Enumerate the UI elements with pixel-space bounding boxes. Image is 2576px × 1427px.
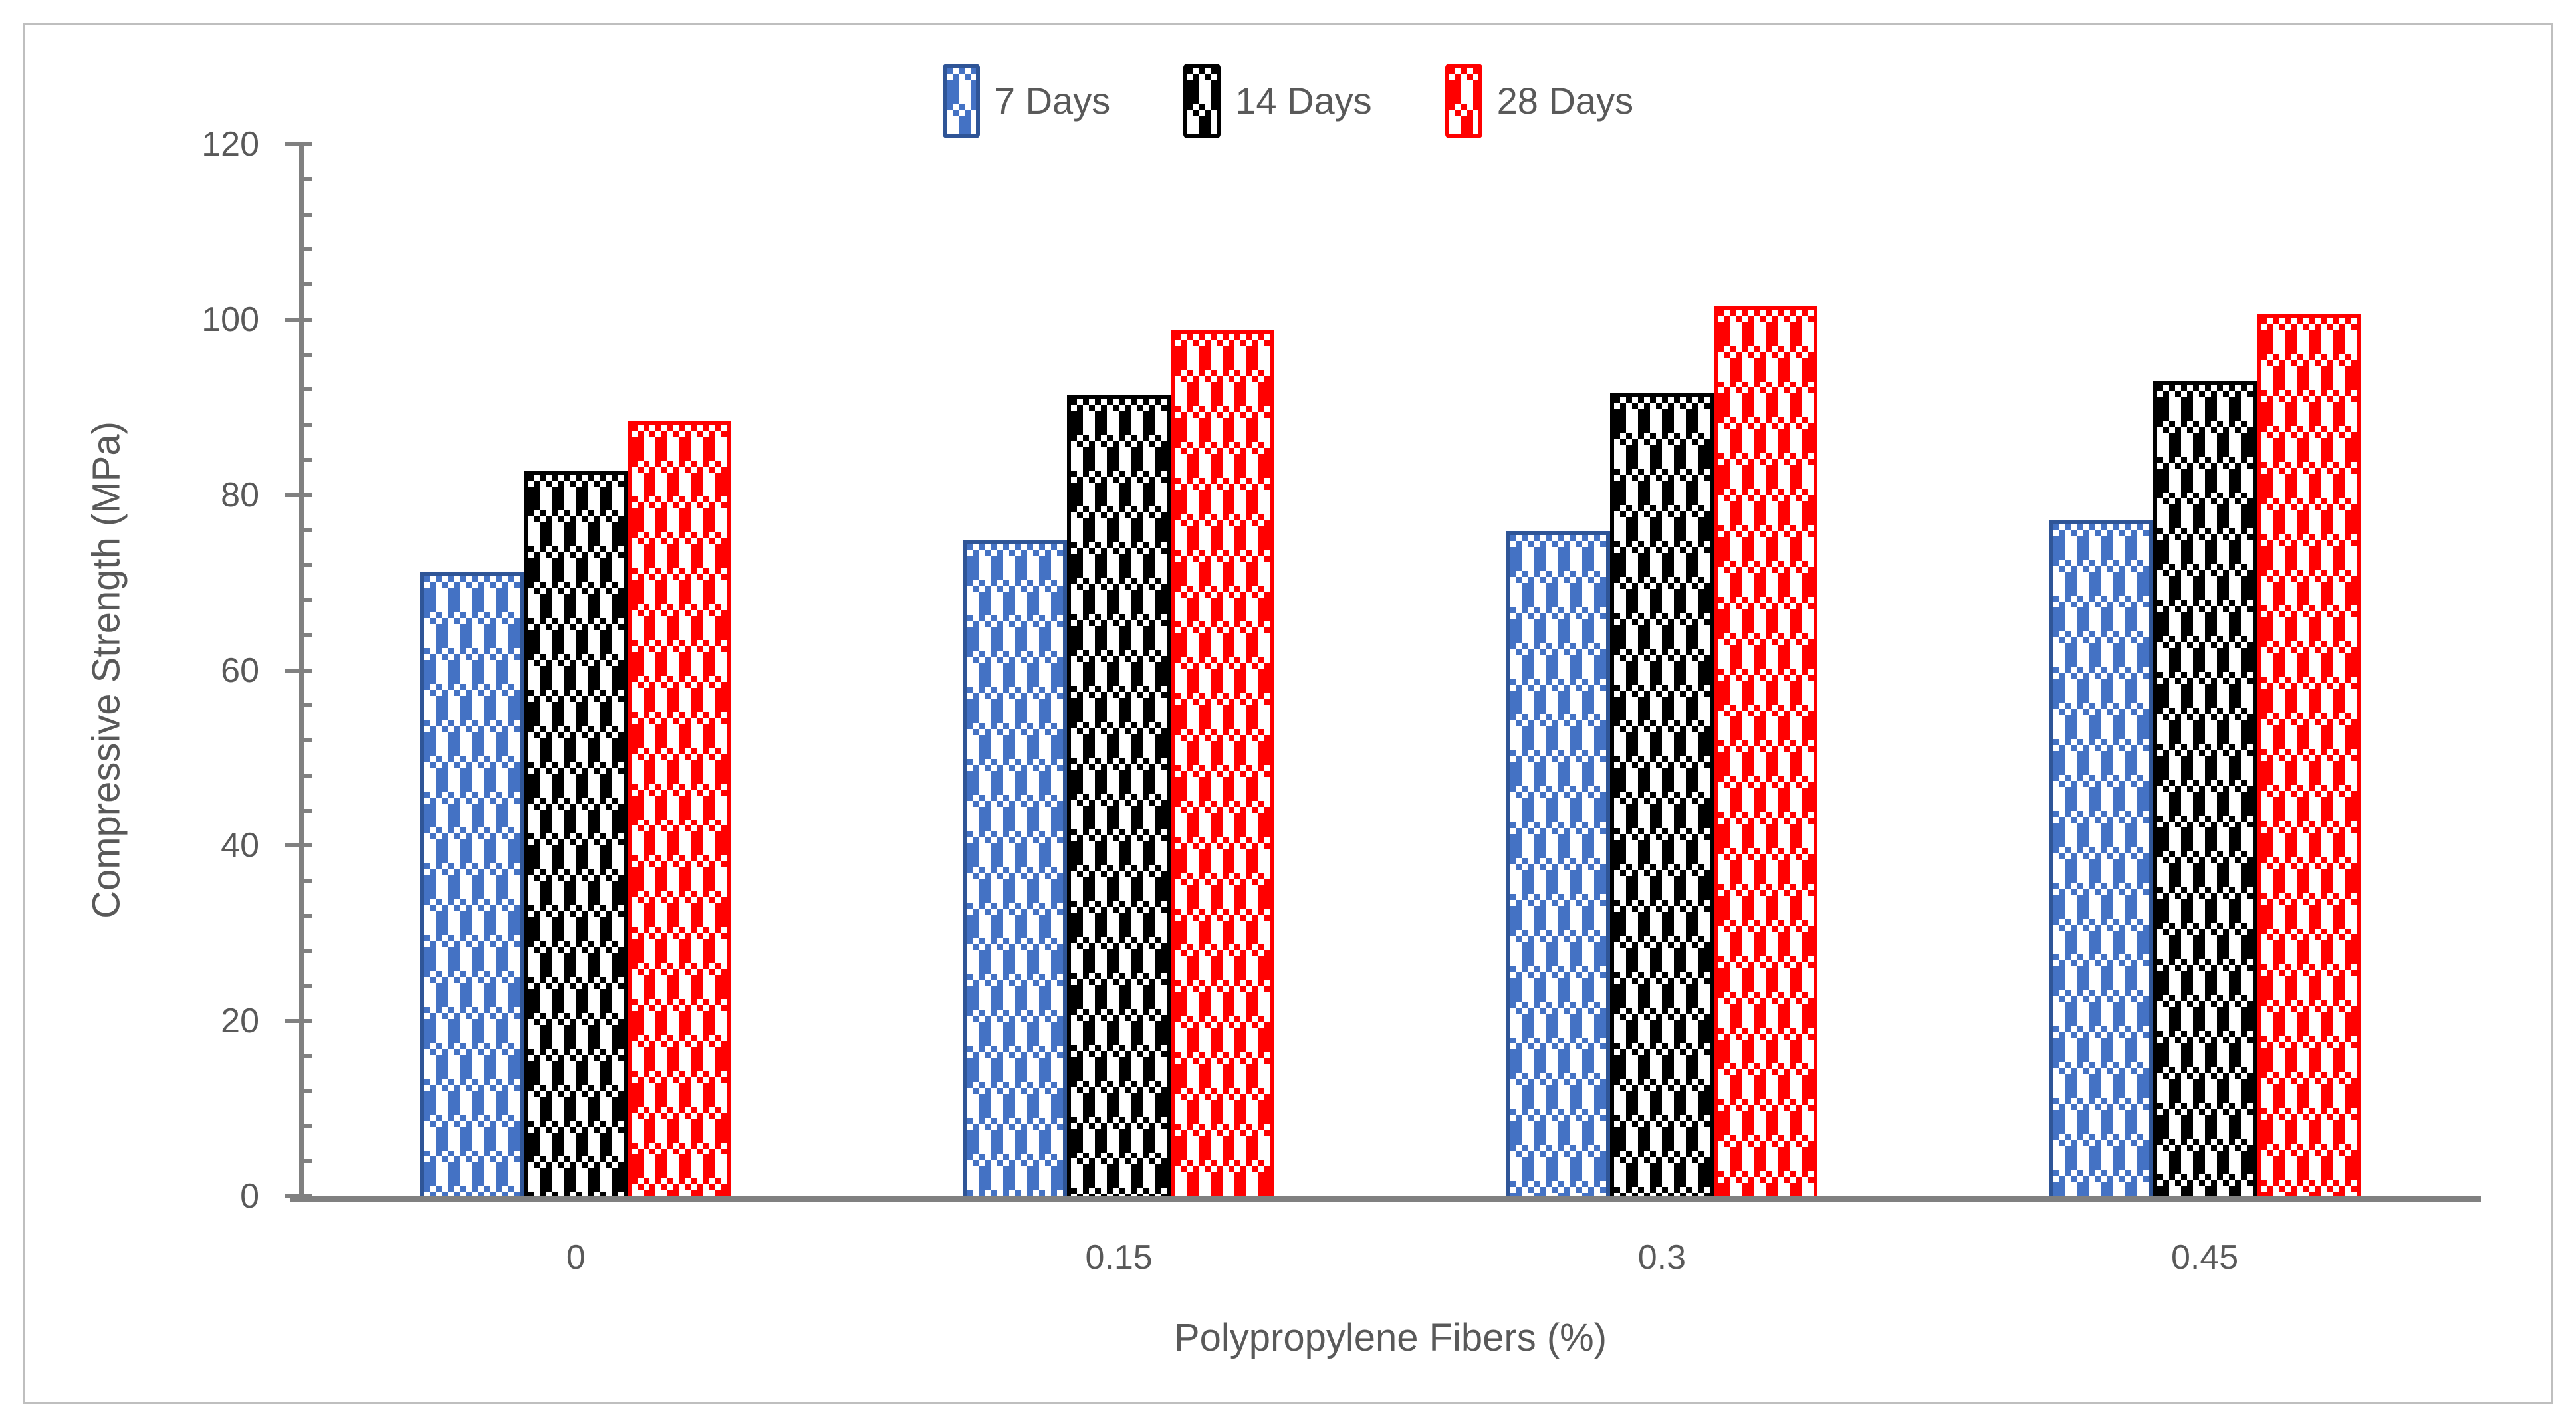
bar-fill-pattern — [1510, 535, 1606, 1196]
y-major-tick-120 — [285, 142, 312, 146]
y-minor-tick-32 — [299, 913, 312, 918]
bar-14-days-0-15 — [1067, 395, 1171, 1196]
y-minor-tick-4 — [299, 1159, 312, 1164]
bar-7-days-0-45 — [2049, 520, 2153, 1196]
bar-fill-pattern — [1071, 399, 1167, 1196]
y-minor-tick-8 — [299, 1124, 312, 1129]
bar-14-days-0 — [524, 471, 628, 1196]
legend-item-28-days: 28 Days — [1445, 64, 1633, 138]
bar-7-days-0 — [420, 572, 525, 1196]
bar-14-days-0-3 — [1609, 393, 1714, 1196]
legend-swatch-icon-7-days — [942, 64, 980, 138]
y-minor-tick-12 — [299, 1089, 312, 1093]
y-minor-tick-104 — [299, 282, 312, 287]
bar-fill-pattern — [1717, 310, 1814, 1196]
bar-7-days-0-15 — [963, 540, 1068, 1196]
bar-28-days-0 — [628, 421, 732, 1196]
bar-fill-pattern — [2053, 524, 2149, 1196]
y-tick-label-100: 100 — [201, 300, 259, 339]
y-major-tick-20 — [285, 1019, 312, 1024]
bar-fill-pattern — [1613, 397, 1710, 1196]
y-major-tick-0 — [285, 1194, 312, 1198]
x-tick-label-0: 0 — [566, 1238, 586, 1277]
bar-fill-pattern — [1175, 334, 1271, 1196]
y-minor-tick-116 — [299, 177, 312, 181]
y-minor-tick-76 — [299, 528, 312, 532]
y-minor-tick-84 — [299, 457, 312, 462]
legend-label-28-days: 28 Days — [1496, 80, 1634, 122]
y-tick-label-60: 60 — [221, 651, 259, 690]
y-minor-tick-44 — [299, 808, 312, 813]
y-minor-tick-108 — [299, 247, 312, 252]
y-minor-tick-112 — [299, 212, 312, 217]
bar-14-days-0-45 — [2153, 381, 2257, 1196]
legend-item-14-days: 14 Days — [1183, 64, 1372, 138]
legend-label-14-days: 14 Days — [1235, 80, 1372, 122]
y-minor-tick-88 — [299, 423, 312, 427]
y-axis-line — [299, 144, 304, 1202]
y-minor-tick-36 — [299, 879, 312, 883]
y-minor-tick-24 — [299, 984, 312, 988]
x-tick-label-0-3: 0.3 — [1637, 1238, 1687, 1277]
y-minor-tick-16 — [299, 1053, 312, 1058]
x-axis-title: Polypropylene Fibers (%) — [1173, 1316, 1607, 1359]
y-major-tick-80 — [285, 493, 312, 497]
y-tick-label-20: 20 — [221, 1002, 259, 1041]
bar-7-days-0-3 — [1506, 531, 1610, 1196]
y-minor-tick-64 — [299, 633, 312, 637]
bar-fill-pattern — [528, 475, 624, 1196]
bar-fill-pattern — [632, 425, 728, 1196]
bar-28-days-0-45 — [2256, 314, 2361, 1196]
bar-fill-pattern — [2260, 318, 2357, 1196]
y-major-tick-60 — [285, 668, 312, 673]
y-minor-tick-68 — [299, 598, 312, 602]
y-tick-label-0: 0 — [240, 1177, 259, 1216]
y-minor-tick-48 — [299, 773, 312, 778]
legend-swatch-icon-28-days — [1445, 64, 1482, 138]
x-tick-label-0-15: 0.15 — [1085, 1238, 1153, 1277]
plot-area — [285, 142, 2476, 1198]
legend: 7 Days 14 Days 28 Days — [0, 64, 2576, 138]
bar-fill-pattern — [967, 544, 1064, 1196]
y-minor-tick-92 — [299, 387, 312, 392]
bar-fill-pattern — [2157, 385, 2253, 1196]
bar-fill-pattern — [424, 576, 521, 1196]
legend-label-7-days: 7 Days — [994, 80, 1111, 122]
x-axis-line — [290, 1196, 2481, 1202]
y-tick-label-80: 80 — [221, 475, 259, 514]
y-major-tick-40 — [285, 843, 312, 848]
y-minor-tick-96 — [299, 352, 312, 357]
y-minor-tick-56 — [299, 703, 312, 708]
y-minor-tick-28 — [299, 948, 312, 953]
y-minor-tick-72 — [299, 563, 312, 568]
bar-28-days-0-3 — [1713, 306, 1817, 1196]
y-major-tick-100 — [285, 317, 312, 322]
y-minor-tick-52 — [299, 738, 312, 743]
y-tick-label-120: 120 — [201, 125, 259, 164]
bar-28-days-0-15 — [1171, 330, 1275, 1196]
y-tick-label-40: 40 — [221, 826, 259, 865]
x-tick-label-0-45: 0.45 — [2171, 1238, 2239, 1277]
legend-item-7-days: 7 Days — [942, 64, 1111, 138]
legend-swatch-icon-14-days — [1183, 64, 1221, 138]
